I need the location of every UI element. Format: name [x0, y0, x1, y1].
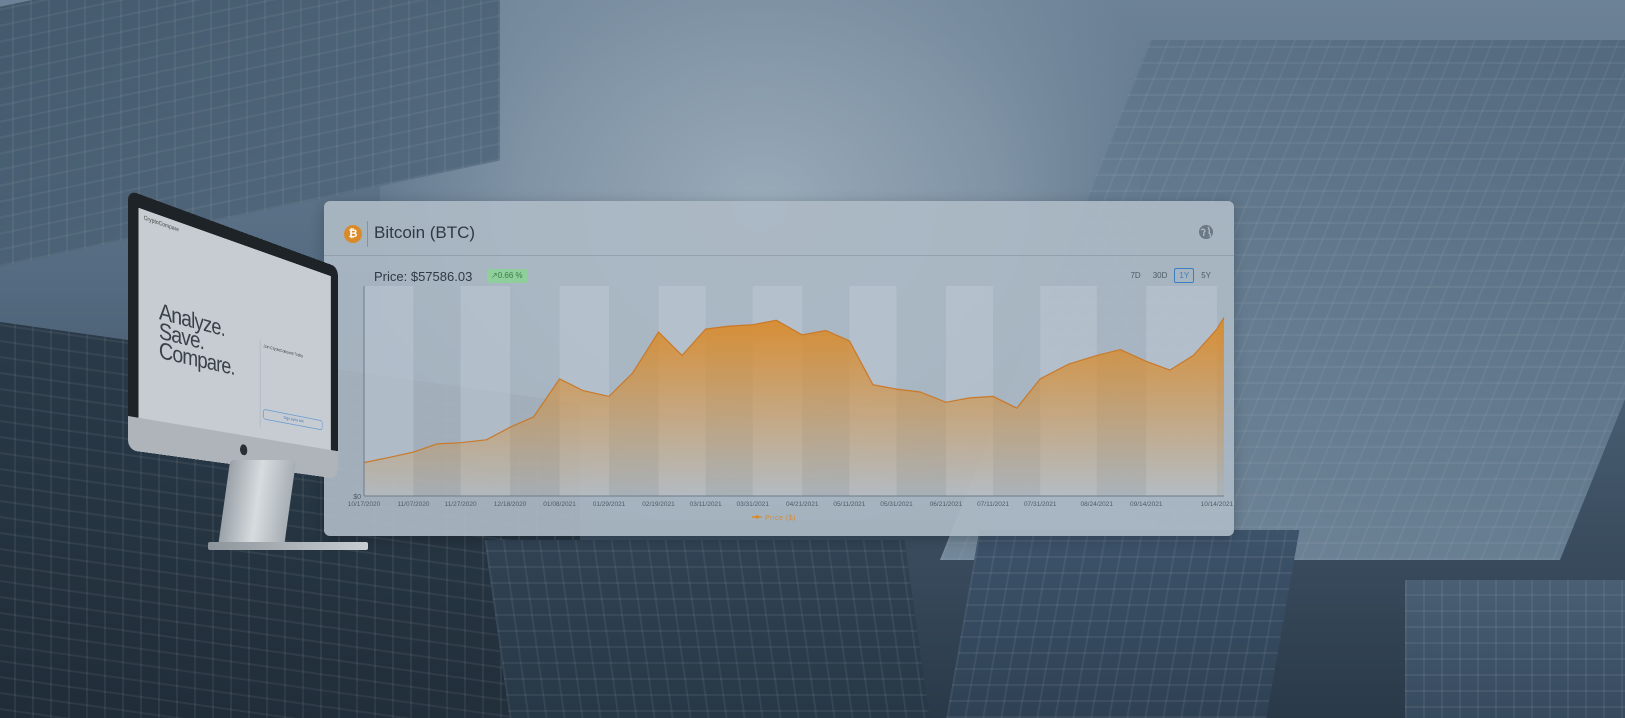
x-tick-label: 05/31/2021 — [880, 501, 913, 508]
imac-illustration: CryptoCompare Analyze. Save. Compare. Jo… — [128, 190, 468, 560]
x-tick-label: 01/08/2021 — [543, 501, 576, 508]
x-tick-label: 10/14/2021 — [1201, 501, 1234, 508]
imac-display: CryptoCompare Analyze. Save. Compare. Jo… — [138, 208, 330, 450]
background-building — [1405, 580, 1625, 718]
imac-stand — [218, 460, 296, 548]
imac-signup-form: Join CryptoCompare Today Sign up to win — [260, 339, 325, 439]
apple-icon — [240, 444, 247, 456]
background-building — [941, 530, 1300, 718]
imac-signup-button: Sign up to win — [263, 409, 322, 431]
x-tick-label: 07/31/2021 — [1024, 501, 1057, 508]
background-building — [485, 540, 936, 718]
x-tick-label: 03/11/2021 — [690, 501, 722, 508]
imac-hero-text: Analyze. Save. Compare. — [159, 303, 235, 378]
legend-marker — [755, 515, 759, 519]
imac-brand-logo: CryptoCompare — [144, 215, 179, 233]
x-tick-label: 01/29/2021 — [593, 501, 626, 508]
imac-screen: CryptoCompare Analyze. Save. Compare. Jo… — [128, 190, 338, 479]
x-tick-label: 05/11/2021 — [833, 501, 865, 508]
imac-base — [208, 542, 368, 550]
x-tick-label: 06/21/2021 — [930, 501, 963, 508]
x-tick-label: 08/24/2021 — [1080, 501, 1113, 508]
x-tick-label: 04/21/2021 — [786, 501, 819, 508]
x-tick-label: 02/19/2021 — [642, 501, 675, 508]
x-tick-label: 12/18/2020 — [494, 501, 527, 508]
x-tick-label: 09/14/2021 — [1130, 501, 1163, 508]
x-tick-label: 07/11/2021 — [977, 501, 1009, 508]
x-tick-label: 03/31/2021 — [736, 501, 769, 508]
imac-form-title: Join CryptoCompare Today — [260, 339, 324, 368]
legend-label: Price ($) — [765, 515, 796, 522]
